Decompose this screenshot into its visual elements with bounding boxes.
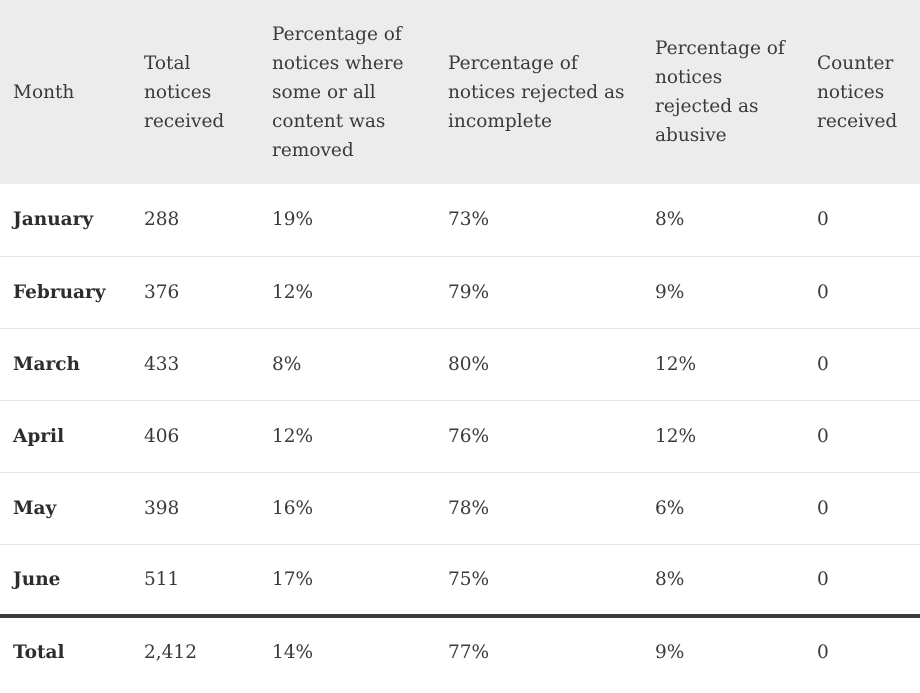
cell-counter-notices: 0 [817, 568, 829, 590]
cell-month: January [13, 209, 94, 231]
totals-percent-abusive: 9% [655, 642, 685, 663]
cell-total-notices: 398 [144, 497, 180, 519]
totals-counter-notices: 0 [817, 642, 829, 663]
cell-month: March [13, 353, 80, 375]
cell-percent-abusive: 12% [655, 425, 697, 447]
totals-percent-incomplete: 77% [448, 642, 490, 663]
cell-percent-incomplete: 73% [448, 209, 490, 231]
table-footer: Total 2,412 14% 77% 9% 0 [0, 616, 920, 687]
cell-total-notices: 511 [144, 568, 180, 590]
cell-percent-removed: 16% [272, 497, 314, 519]
cell-percent-abusive: 6% [655, 497, 685, 519]
cell-total-notices: 433 [144, 353, 180, 375]
cell-percent-removed: 17% [272, 568, 314, 590]
table-body: January 288 19% 73% 8% 0 February 376 12… [0, 184, 920, 616]
cell-total-notices: 288 [144, 209, 180, 231]
cell-percent-incomplete: 76% [448, 425, 490, 447]
cell-percent-abusive: 9% [655, 281, 685, 303]
cell-percent-removed: 12% [272, 425, 314, 447]
cell-counter-notices: 0 [817, 353, 829, 375]
totals-percent-removed: 14% [272, 642, 314, 663]
cell-total-notices: 376 [144, 281, 180, 303]
totals-label: Total [13, 642, 65, 663]
table-row: January 288 19% 73% 8% 0 [0, 184, 920, 256]
totals-row: Total 2,412 14% 77% 9% 0 [0, 616, 920, 687]
header-counter-notices: Counter notices received [817, 52, 898, 132]
cell-percent-abusive: 8% [655, 568, 685, 590]
cell-month: February [13, 281, 106, 303]
cell-counter-notices: 0 [817, 281, 829, 303]
header-row: Month Total notices received Percentage … [0, 0, 920, 184]
cell-percent-abusive: 12% [655, 353, 697, 375]
cell-percent-removed: 8% [272, 353, 302, 375]
cell-total-notices: 406 [144, 425, 180, 447]
cell-counter-notices: 0 [817, 209, 829, 231]
header-percent-incomplete: Percentage of notices rejected as incomp… [448, 52, 625, 132]
header-month: Month [13, 81, 75, 103]
cell-percent-incomplete: 75% [448, 568, 490, 590]
table-header: Month Total notices received Percentage … [0, 0, 920, 184]
cell-percent-removed: 12% [272, 281, 314, 303]
cell-percent-incomplete: 78% [448, 497, 490, 519]
cell-month: April [13, 425, 65, 447]
cell-percent-incomplete: 79% [448, 281, 490, 303]
table-row: April 406 12% 76% 12% 0 [0, 400, 920, 472]
cell-counter-notices: 0 [817, 497, 829, 519]
totals-total-notices: 2,412 [144, 642, 197, 663]
cell-month: June [13, 568, 61, 590]
table-row: February 376 12% 79% 9% 0 [0, 256, 920, 328]
header-percent-abusive: Percentage of notices rejected as abusiv… [655, 38, 785, 146]
cell-counter-notices: 0 [817, 425, 829, 447]
cell-percent-removed: 19% [272, 209, 314, 231]
table-row: May 398 16% 78% 6% 0 [0, 472, 920, 544]
table-row: June 511 17% 75% 8% 0 [0, 544, 920, 616]
header-percent-removed: Percentage of notices where some or all … [272, 23, 404, 161]
cell-percent-incomplete: 80% [448, 353, 490, 375]
header-total-notices: Total notices received [144, 52, 225, 132]
cell-month: May [13, 497, 57, 519]
cell-percent-abusive: 8% [655, 209, 685, 231]
table-row: March 433 8% 80% 12% 0 [0, 328, 920, 400]
